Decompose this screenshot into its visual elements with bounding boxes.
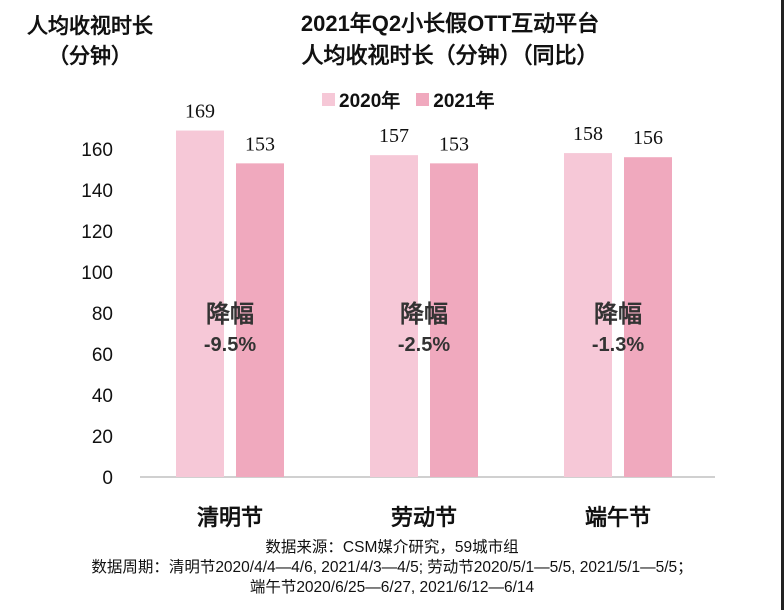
data-label: 157 <box>379 125 409 147</box>
y-tick-label: 140 <box>81 181 113 202</box>
x-tick-label: 端午节 <box>585 505 651 530</box>
legend-swatch-2020 <box>322 93 335 106</box>
data-period-line1: 数据周期：清明节2020/4/4—4/6, 2021/4/3—4/5; 劳动节2… <box>91 559 693 576</box>
annotation-label: 降幅 <box>206 300 254 328</box>
bar-2020 <box>176 130 224 478</box>
legend: 2020年 2021年 <box>322 86 495 113</box>
y-tick-label: 120 <box>81 222 113 243</box>
legend-label-2021: 2021年 <box>433 91 495 112</box>
bar-2021 <box>624 157 672 477</box>
annotation-value: -9.5% <box>204 334 256 356</box>
chart-title-line1: 2021年Q2小长假OTT互动平台 <box>300 11 600 36</box>
legend-item-2021: 2021年 <box>416 86 495 113</box>
y-tick-label: 160 <box>81 140 113 161</box>
legend-label-2020: 2020年 <box>339 91 401 112</box>
footer-notes: 数据来源：CSM媒介研究，59城市组 数据周期：清明节2020/4/4—4/6,… <box>0 538 784 598</box>
legend-item-2020: 2020年 <box>322 86 400 113</box>
data-label: 169 <box>185 101 215 123</box>
annotation-value: -2.5% <box>398 334 450 356</box>
legend-swatch-2021 <box>416 93 430 106</box>
chart-title: 2021年Q2小长假OTT互动平台 人均收视时长（分钟）（同比） <box>240 8 660 72</box>
y-tick-label: 40 <box>92 386 113 407</box>
annotation-value: -1.3% <box>592 334 644 356</box>
y-tick-label: 0 <box>102 468 113 489</box>
y-axis-title: 人均收视时长 （分钟） <box>20 12 160 72</box>
y-tick-label: 100 <box>81 263 113 284</box>
data-label: 153 <box>245 133 275 155</box>
y-tick-label: 80 <box>92 304 113 325</box>
data-period-line2: 端午节2020/6/25—6/27, 2021/6/12—6/14 <box>249 579 535 596</box>
data-label: 153 <box>439 133 469 155</box>
right-border <box>781 0 784 610</box>
x-tick-label: 清明节 <box>197 505 263 530</box>
y-axis-title-line2: （分钟） <box>48 45 132 68</box>
y-tick-label: 20 <box>92 427 113 448</box>
bar-2020 <box>370 155 418 477</box>
y-axis-title-line1: 人均收视时长 <box>27 15 153 38</box>
data-label: 158 <box>573 123 603 145</box>
bar-2021 <box>430 163 478 477</box>
annotation-label: 降幅 <box>594 300 642 328</box>
data-label: 156 <box>633 127 663 149</box>
bar-2020 <box>564 153 612 477</box>
x-tick-label: 劳动节 <box>391 505 457 530</box>
y-tick-label: 60 <box>92 345 113 366</box>
bar-2021 <box>236 163 284 477</box>
chart-title-line2: 人均收视时长（分钟）（同比） <box>301 43 599 68</box>
annotation-label: 降幅 <box>400 300 448 328</box>
data-source: 数据来源：CSM媒介研究，59城市组 <box>265 539 519 556</box>
